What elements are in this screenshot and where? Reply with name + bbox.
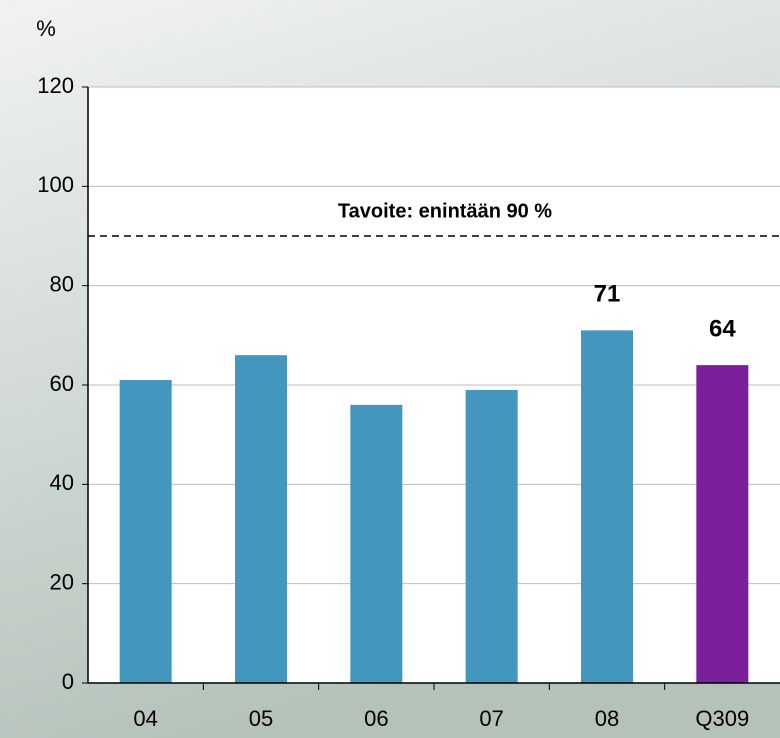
bar (696, 365, 749, 683)
y-tick-label: 120 (37, 73, 74, 98)
x-tick-label: 05 (249, 706, 273, 731)
bar (350, 404, 403, 683)
y-tick-label: 0 (62, 669, 74, 694)
target-label: Tavoite: enintään 90 % (338, 200, 552, 222)
x-tick-label: 04 (133, 706, 157, 731)
y-tick-label: 40 (50, 470, 74, 495)
bar (581, 330, 633, 683)
y-tick-label: 20 (50, 569, 74, 594)
bar (119, 380, 172, 683)
bar (465, 389, 518, 683)
y-axis-label: % (36, 16, 56, 41)
x-tick-label: 06 (364, 706, 388, 731)
y-tick-label: 60 (50, 371, 74, 396)
x-tick-label: 07 (479, 706, 503, 731)
bar (235, 355, 287, 683)
x-tick-label: 08 (595, 706, 619, 731)
y-tick-label: 100 (37, 172, 74, 197)
data-label: 64 (709, 315, 736, 342)
y-tick-label: 80 (50, 271, 74, 296)
x-tick-label: Q309 (695, 706, 749, 731)
data-label: 71 (594, 281, 621, 308)
